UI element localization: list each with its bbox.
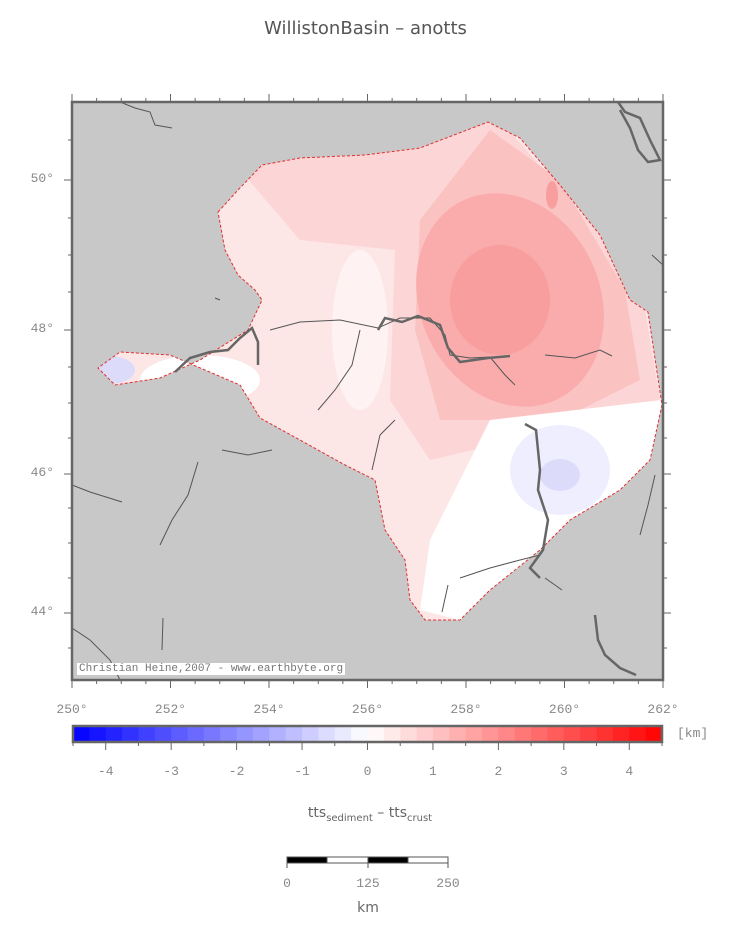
colorbar-cell: [220, 726, 238, 742]
lon-label: 258°: [450, 702, 482, 717]
colorbar-cell: [629, 726, 647, 742]
quantity-label: ttssediment – ttscrust: [307, 805, 433, 824]
colorbar-cell: [498, 726, 516, 742]
lon-label: 256°: [351, 702, 384, 717]
colorbar-cell: [449, 726, 467, 742]
colorbar-cell: [596, 726, 614, 742]
colorbar-cell: [432, 726, 450, 742]
lat-label: 46°: [30, 465, 54, 480]
scalebar-label-0: 0: [283, 876, 291, 891]
colorbar-cell: [334, 726, 352, 742]
colorbar-cell: [367, 726, 385, 742]
credit-label: Christian Heine,2007 - www.earthbyte.org: [77, 663, 346, 675]
map-ticks: [64, 94, 671, 688]
colorbar-label: 3: [559, 764, 568, 779]
colorbar-cell: [89, 726, 107, 742]
colorbar-cell: [400, 726, 418, 742]
colorbar-cell: [547, 726, 565, 742]
colorbar-cell: [318, 726, 336, 742]
colorbar-cell: [252, 726, 270, 742]
map-area: [72, 102, 663, 680]
colorbar-label: 2: [494, 764, 503, 779]
scalebar-label-250: 250: [436, 876, 460, 891]
colorbar-cell: [269, 726, 287, 742]
lat-label: 50°: [30, 171, 54, 186]
colorbar-label: 4: [625, 764, 634, 779]
scalebar-label-125: 125: [356, 876, 380, 891]
colorbar-cell: [302, 726, 319, 742]
lon-label: 250°: [56, 702, 88, 717]
colorbar-label: 0: [363, 764, 372, 779]
lat-label: 48°: [30, 321, 54, 336]
colorbar-cell: [563, 726, 581, 742]
colorbar-label: -2: [228, 764, 245, 779]
lon-label: 252°: [154, 702, 187, 717]
colorbar-label: -1: [294, 764, 310, 779]
colorbar-cell: [105, 726, 123, 742]
colorbar-cell: [612, 726, 630, 742]
map-title: WillistonBasin – anotts: [264, 18, 467, 39]
colorbar-cell: [285, 726, 303, 742]
colorbar: [71, 724, 664, 750]
major-rivers: [174, 102, 662, 677]
colorbar-label: -4: [97, 764, 114, 779]
colorbar-cell: [645, 726, 663, 742]
lon-label: 254°: [253, 702, 285, 717]
rivers: [72, 102, 663, 680]
colorbar-cell: [171, 726, 189, 742]
colorbar-cell: [531, 726, 548, 742]
colorbar-cell: [73, 726, 90, 742]
lon-label: 262°: [647, 702, 679, 717]
colorbar-label: -3: [163, 764, 179, 779]
colorbar-cell: [236, 726, 254, 742]
colorbar-cell: [580, 726, 598, 742]
colorbar-cell: [416, 726, 434, 742]
scalebar-unit: km: [357, 900, 379, 916]
colorbar-cell: [351, 726, 368, 742]
lon-label: 260°: [548, 702, 581, 717]
colorbar-cell: [203, 726, 221, 742]
lat-label: 44°: [30, 604, 54, 619]
colorbar-cell: [482, 726, 499, 742]
colorbar-cell: [138, 726, 156, 742]
colorbar-cell: [154, 726, 172, 742]
scalebar: [286, 856, 449, 868]
colorbar-cell: [187, 726, 205, 742]
colorbar-cell: [514, 726, 532, 742]
colorbar-label: 1: [429, 764, 437, 779]
colorbar-cell: [122, 726, 139, 742]
colorbar-cell: [465, 726, 483, 742]
colorbar-cell: [383, 726, 401, 742]
colorbar-unit: [km]: [677, 726, 709, 741]
